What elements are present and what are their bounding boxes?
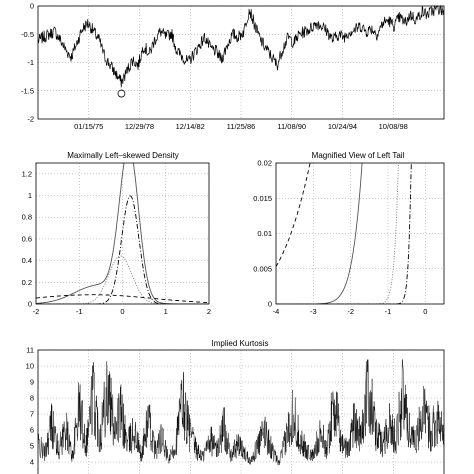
series-line [37,4,445,88]
y-tick-label: 0 [28,300,32,309]
y-tick-label: 0.8 [22,213,32,222]
x-tick-label: -2 [347,307,354,316]
plot-frame [35,162,210,305]
left-tail-panel-title: Magnified View of Left Tail [312,151,405,160]
x-tick-label: 1 [164,307,168,316]
y-tick-label: -1.5 [21,86,34,95]
plot-frame [37,349,445,474]
plot-frame [37,5,445,120]
y-tick-label: 9 [30,378,34,387]
density-panel: Maximally Left–skewed Density 0 0.2 0.4 0.6… [22,151,212,316]
x-tick-label: -3 [310,307,317,316]
y-tick-label: -0.5 [21,30,34,39]
y-tick-label: 0.005 [253,264,272,273]
density-panel-title: Maximally Left–skewed Density [67,151,179,160]
x-tick-label: 10/24/94 [328,122,357,131]
kurtosis-line [37,359,445,466]
plot-frame [275,162,445,305]
x-tick-label: -1 [385,307,392,316]
density-curve-dotted [276,163,399,304]
density-curve-dash-dot [276,163,412,304]
y-tick-label: -2 [27,115,34,124]
x-tick-label: 10/08/98 [379,122,408,131]
x-tick-label: 12/29/78 [125,122,154,131]
x-tick-label: 12/14/82 [176,122,205,131]
density-curve-dash-dot [36,195,209,304]
minimum-circle-marker [117,89,126,98]
x-tick-label: 11/08/90 [277,122,306,131]
kurtosis-panel: Implied Kurtosis 4 5 6 7 8 9 10 11 [26,339,445,474]
density-curve-dotted [36,255,209,304]
density-curve-solid [276,163,363,304]
x-tick-label: 2 [207,307,211,316]
y-tick-label: 7 [30,410,34,419]
price-series-panel: -2 -1.5 -1 -0.5 0 01/15/75 12/29/78 12/14/82 11/… [21,2,445,131]
y-tick-label: 6 [30,426,34,435]
density-curve-dashed [36,294,209,304]
y-tick-label: 0 [30,2,34,11]
x-tick-label: 0 [423,307,427,316]
y-tick-label: 0.2 [22,278,32,287]
y-tick-label: 0.015 [253,194,272,203]
y-tick-label: 0.01 [257,229,272,238]
y-tick-label: 0.02 [257,159,272,168]
x-tick-label: 0 [120,307,124,316]
y-tick-label: 1 [28,191,32,200]
y-tick-label: 0 [268,300,272,309]
y-tick-label: 5 [30,442,34,451]
y-tick-label: 0.4 [22,256,32,265]
y-tick-label: 1.2 [22,169,32,178]
x-tick-label: -4 [273,307,280,316]
kurtosis-panel-title: Implied Kurtosis [212,339,269,348]
y-tick-label: 10 [26,362,34,371]
x-tick-label: -2 [33,307,40,316]
density-curve-dashed [276,163,311,267]
y-tick-label: 4 [30,458,34,467]
y-tick-label: 0.6 [22,234,32,243]
y-tick-label: -1 [27,58,34,67]
x-tick-label: 01/15/75 [74,122,103,131]
left-tail-panel: Magnified View of Left Tail 0 0.005 0.01 0.… [253,151,445,316]
y-tick-label: 8 [30,394,34,403]
x-tick-label: 11/25/86 [227,122,256,131]
y-tick-label: 11 [26,346,34,355]
x-tick-label: -1 [76,307,83,316]
